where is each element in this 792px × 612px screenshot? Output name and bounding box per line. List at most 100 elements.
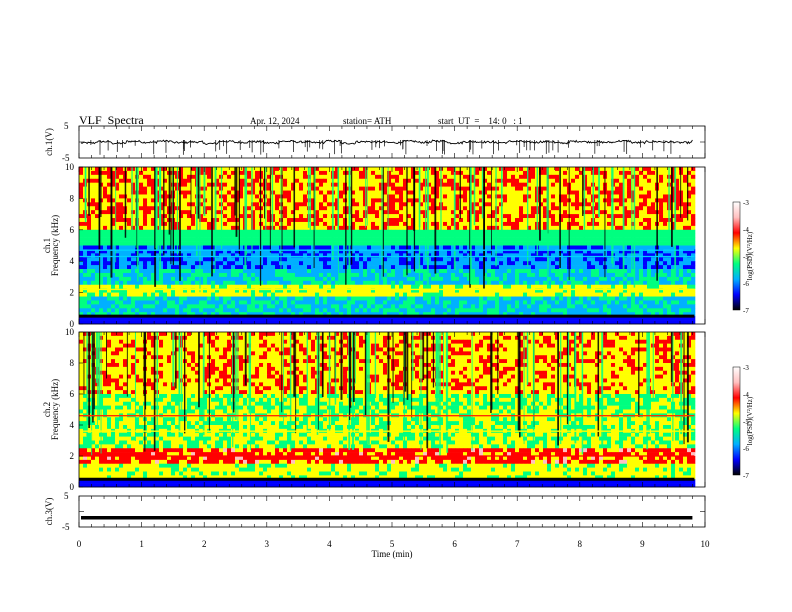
spectrogram-cell bbox=[635, 178, 640, 183]
spectrogram-cell bbox=[319, 218, 324, 223]
spectrogram-cell bbox=[471, 218, 476, 223]
spectrogram-cell bbox=[271, 233, 276, 238]
spectrogram-cell bbox=[575, 229, 580, 235]
spectrogram-cell bbox=[287, 225, 292, 231]
spectrogram-cell bbox=[411, 229, 416, 235]
spectrogram-cell bbox=[179, 186, 184, 191]
spectrogram-cell bbox=[183, 272, 188, 278]
spectrogram-cell bbox=[107, 202, 112, 207]
spectrogram-cell bbox=[207, 253, 212, 258]
spectrogram-cell bbox=[375, 186, 380, 191]
spectrogram-cell bbox=[415, 284, 420, 289]
spectrogram-cell bbox=[579, 194, 584, 199]
spectrogram-cell bbox=[687, 190, 692, 195]
spectrogram-cell bbox=[503, 202, 508, 207]
spectrogram-cell bbox=[427, 269, 432, 274]
spectrogram-cell bbox=[675, 261, 680, 266]
spectrogram-ch.1 bbox=[79, 167, 705, 325]
spectrogram-cell bbox=[287, 174, 292, 180]
spectrogram-cell bbox=[327, 174, 332, 180]
spectrogram-cell bbox=[95, 233, 100, 238]
spectrogram-cell bbox=[523, 178, 528, 183]
spectrogram-cell bbox=[303, 210, 308, 215]
spectrogram-cell bbox=[251, 167, 256, 172]
spectrogram-cell bbox=[79, 202, 84, 207]
spectrogram-cell bbox=[671, 245, 676, 250]
spectrogram-cell bbox=[571, 167, 576, 172]
spectrogram-cell bbox=[467, 265, 472, 270]
spectrogram-cell bbox=[319, 182, 324, 187]
spectrogram-cell bbox=[399, 237, 404, 242]
spectrogram-cell bbox=[431, 167, 436, 172]
spectrogram-cell bbox=[411, 257, 416, 262]
spectrogram-cell bbox=[131, 190, 136, 195]
spectrogram-cell bbox=[387, 237, 392, 242]
spectrogram-cell bbox=[403, 210, 408, 215]
spectrogram-cell bbox=[487, 174, 492, 180]
spectrogram-cell bbox=[499, 280, 504, 286]
spectrogram-cell bbox=[179, 284, 184, 289]
spectrogram-cell bbox=[323, 214, 328, 219]
spectrogram-cell bbox=[131, 245, 136, 250]
spectrogram-cell bbox=[623, 206, 628, 211]
spectrogram-cell bbox=[531, 233, 536, 238]
spectrogram-cell bbox=[319, 269, 324, 274]
spectrogram-cell bbox=[187, 229, 192, 235]
spectrogram-cell bbox=[683, 233, 688, 238]
spectrogram-cell bbox=[383, 245, 388, 250]
spectrogram-cell bbox=[287, 214, 292, 219]
spectrogram-cell bbox=[615, 245, 620, 250]
spectrogram-cell bbox=[271, 170, 276, 176]
spectrogram-cell bbox=[515, 198, 520, 203]
spectrogram-cell bbox=[211, 174, 216, 180]
spectrogram-cell bbox=[351, 233, 356, 238]
spectrogram-cell bbox=[659, 225, 664, 231]
spectrogram-cell bbox=[447, 221, 452, 227]
spectrogram-cell bbox=[239, 186, 244, 191]
spectrogram-cell bbox=[263, 284, 268, 289]
spectrogram-cell bbox=[363, 229, 368, 235]
spectrogram-cell bbox=[403, 178, 408, 183]
spectrogram-cell bbox=[163, 284, 168, 289]
spectrogram-cell bbox=[295, 261, 300, 266]
spectrogram-cell bbox=[255, 284, 260, 289]
spectrogram-cell bbox=[179, 202, 184, 207]
spectrogram-cell bbox=[407, 221, 412, 227]
spectrogram-cell bbox=[503, 288, 508, 293]
spectrogram-cell bbox=[523, 253, 528, 258]
spectrogram-cell bbox=[607, 182, 612, 187]
spectrogram-cell bbox=[271, 253, 276, 258]
spectrogram-cell bbox=[159, 237, 164, 242]
spectrogram-cell bbox=[271, 206, 276, 211]
spectrogram-cell bbox=[531, 210, 536, 215]
spectrogram-cell bbox=[151, 245, 156, 250]
spectrogram-cell bbox=[275, 233, 280, 238]
spectrogram-cell bbox=[579, 272, 584, 278]
spectrogram-cell bbox=[231, 241, 236, 246]
spectrogram-cell bbox=[159, 198, 164, 203]
spectrogram-cell bbox=[99, 261, 104, 266]
spectrogram-cell bbox=[427, 288, 432, 293]
spectrogram-cell bbox=[495, 190, 500, 195]
spectrogram-cell bbox=[103, 225, 108, 231]
spectrogram-cell bbox=[519, 269, 524, 274]
spectrogram-cell bbox=[243, 284, 248, 289]
spectrogram-cell bbox=[403, 229, 408, 235]
spectrogram-cell bbox=[423, 269, 428, 274]
spectrogram-cell bbox=[267, 272, 272, 278]
spectrogram-cell bbox=[691, 170, 696, 176]
spectrogram-cell bbox=[139, 233, 144, 238]
spectrogram-cell bbox=[463, 182, 468, 187]
spectrogram-cell bbox=[207, 229, 212, 235]
spectrogram-cell bbox=[371, 225, 376, 231]
spectrogram-cell bbox=[471, 210, 476, 215]
spectrogram-cell bbox=[491, 237, 496, 242]
spectrogram-cell bbox=[371, 241, 376, 246]
spectrogram-cell bbox=[483, 225, 488, 231]
spectrogram-cell bbox=[215, 276, 220, 282]
spectrogram-cell bbox=[527, 269, 532, 274]
spectrogram-cell bbox=[627, 284, 632, 289]
spectrogram-cell bbox=[399, 272, 404, 278]
spectrogram-cell bbox=[511, 182, 516, 187]
spectrogram-cell bbox=[107, 253, 112, 258]
